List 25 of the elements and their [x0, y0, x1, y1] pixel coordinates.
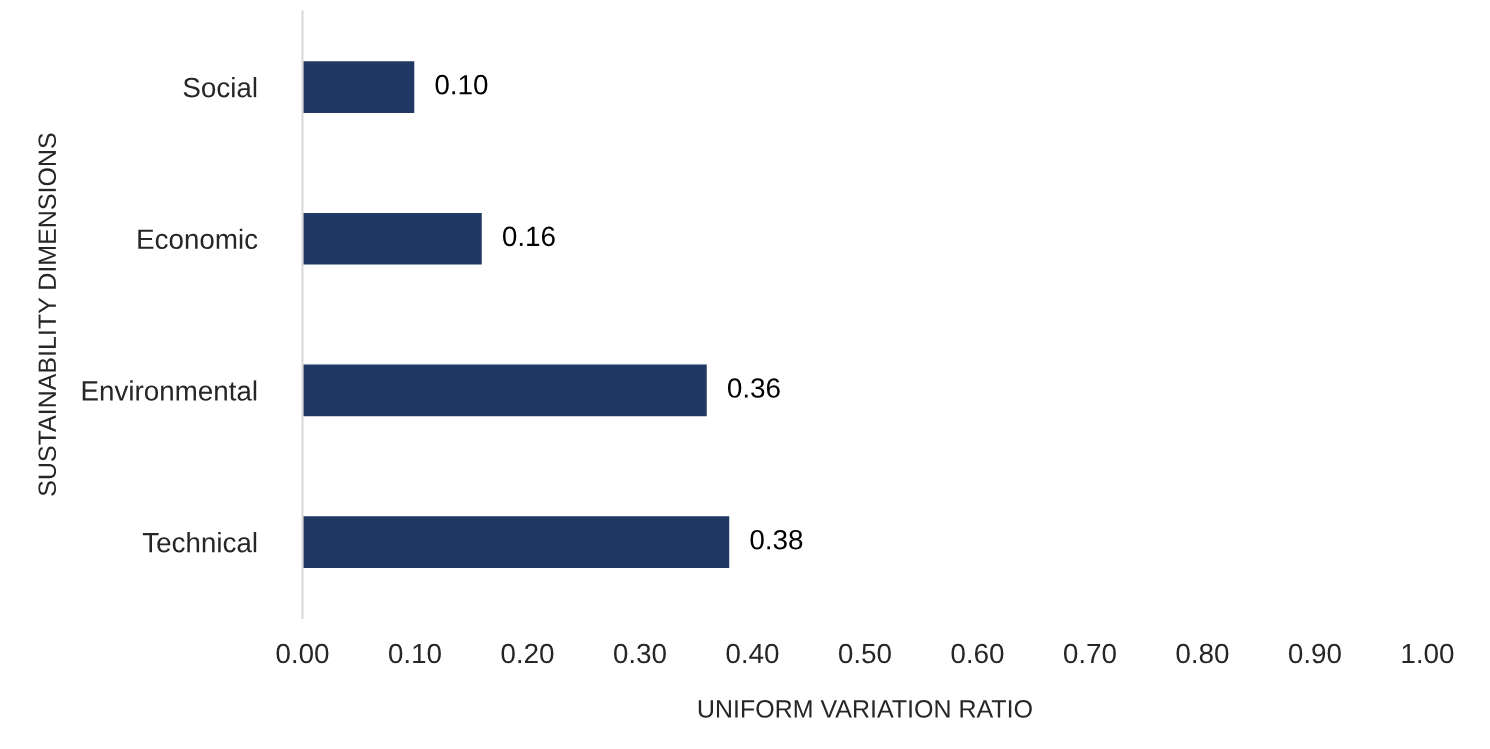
bar	[302, 363, 709, 418]
x-tick-label: 1.00	[1402, 643, 1454, 664]
y-tick-label: Technical	[142, 532, 257, 553]
y-axis-title: SUSTAINABILITY DIMENSIONS	[38, 133, 57, 496]
x-tick-label: 0.30	[614, 643, 666, 664]
bar	[302, 211, 484, 266]
x-tick-label: 0.00	[276, 643, 329, 664]
data-label: 0.16	[502, 226, 555, 247]
x-tick-label: 0.50	[839, 643, 891, 664]
bar	[302, 514, 731, 570]
x-axis-title: UNIFORM VARIATION RATIO	[698, 700, 1032, 718]
x-tick-label: 0.20	[501, 643, 554, 664]
x-tick-label: 0.80	[1176, 643, 1229, 664]
x-tick-label: 0.70	[1063, 643, 1116, 664]
x-tick-label: 0.10	[389, 643, 441, 664]
data-label: 0.36	[727, 378, 780, 398]
y-tick-label: Economic	[138, 228, 258, 250]
data-label: 0.38	[750, 529, 803, 550]
x-tick-label: 0.40	[726, 643, 779, 664]
y-tick-label: Social	[183, 77, 257, 98]
x-tick-label: 0.90	[1288, 643, 1341, 664]
y-tick-label: Environmental	[82, 380, 257, 401]
data-label: 0.10	[435, 74, 488, 95]
bar	[302, 59, 416, 115]
x-tick-label: 0.60	[951, 643, 1004, 664]
